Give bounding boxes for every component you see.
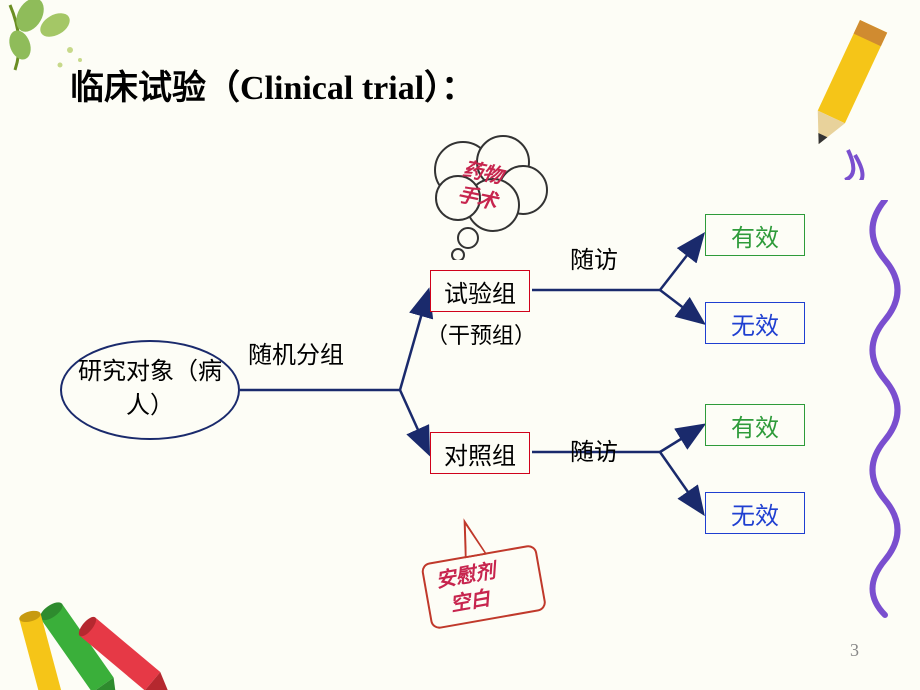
followup-2-label: 随访	[570, 432, 618, 467]
effective-2-label: 有效	[731, 408, 779, 443]
subject-node: 研究对象（病人）	[60, 340, 240, 440]
squiggle-right-icon	[855, 200, 915, 620]
crayons-icon	[0, 520, 220, 690]
ineffective-1-label: 无效	[731, 306, 779, 341]
page-number: 3	[850, 640, 859, 661]
effective-1-box: 有效	[705, 214, 805, 256]
subject-label: 研究对象（病人）	[72, 356, 228, 423]
page-title: 临床试验（Clinical trial）：	[70, 60, 475, 109]
ineffective-1-box: 无效	[705, 302, 805, 344]
ineffective-2-label: 无效	[731, 496, 779, 531]
pencil-topright-icon	[800, 0, 910, 180]
callout-annotation: 安慰剂 空白	[434, 558, 502, 620]
control-group-label: 对照组	[444, 436, 516, 471]
effective-1-label: 有效	[731, 218, 779, 253]
intervention-sublabel: （干预组）	[426, 318, 546, 350]
control-group-box: 对照组	[430, 432, 530, 474]
followup-1-label: 随访	[570, 240, 618, 275]
ineffective-2-box: 无效	[705, 492, 805, 534]
trial-group-label: 试验组	[444, 274, 516, 309]
effective-2-box: 有效	[705, 404, 805, 446]
random-label: 随机分组	[248, 335, 344, 370]
trial-group-box: 试验组	[430, 270, 530, 312]
